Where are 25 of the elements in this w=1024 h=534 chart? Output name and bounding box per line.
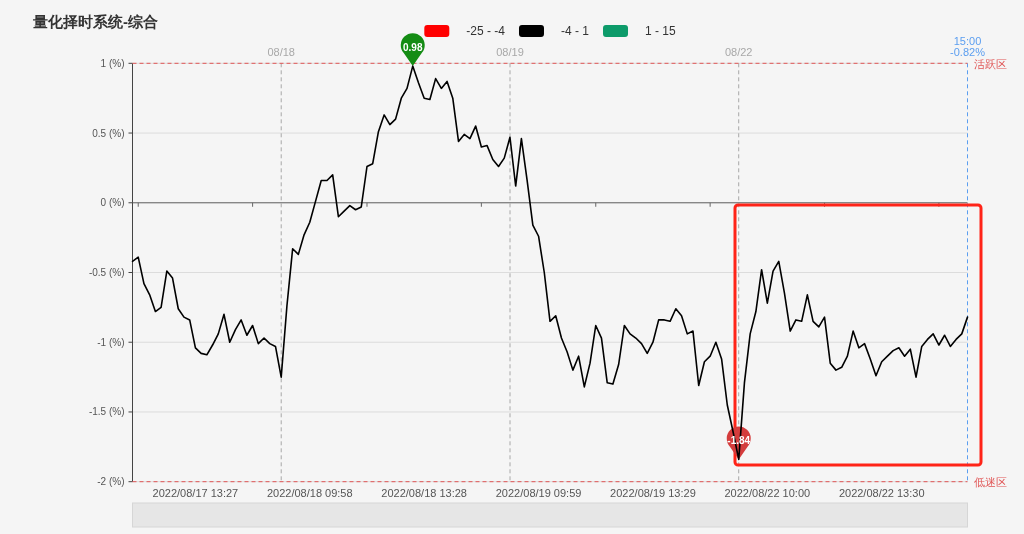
x-tick-label: 2022/08/17 13:27 — [152, 486, 239, 499]
x-tick-label: 2022/08/19 13:29 — [610, 486, 696, 499]
x-tick-label: 2022/08/19 09:59 — [495, 486, 582, 499]
text: 08/22 — [724, 46, 753, 59]
y-tick-label: -2 (%) — [97, 476, 125, 488]
x-tick-label: 2022/08/18 09:58 — [266, 486, 353, 499]
text: 15:00 -0.82% — [950, 35, 986, 59]
y-tick-label: -1.5 (%) — [88, 406, 125, 418]
y-tick-label: -1 (%) — [97, 336, 125, 348]
legend-label: -4 - 1 — [560, 24, 590, 39]
legend-label: -25 - -4 — [466, 24, 506, 39]
annotation: 0.98 — [403, 41, 423, 53]
y-tick-label: 0.5 (%) — [92, 127, 125, 139]
x-tick-label: 2022/08/22 13:30 — [838, 486, 925, 499]
x-tick-label: 2022/08/18 13:28 — [381, 486, 467, 499]
legend-label: 1 - 15 — [645, 24, 677, 39]
x-tick-label: 2022/08/22 10:00 — [724, 486, 811, 499]
text: 08/18 — [267, 46, 295, 59]
y-tick-label: 1 (%) — [100, 57, 125, 69]
chart-title: 量化择时系统-综合 — [32, 13, 158, 30]
ref-line-label: 低迷区 — [973, 476, 1007, 489]
y-tick-label: 0 (%) — [100, 197, 125, 209]
ref-line-label: 活跃区 — [973, 57, 1007, 70]
y-tick-label: -0.5 (%) — [88, 267, 125, 278]
text: 08/19 — [496, 46, 524, 59]
